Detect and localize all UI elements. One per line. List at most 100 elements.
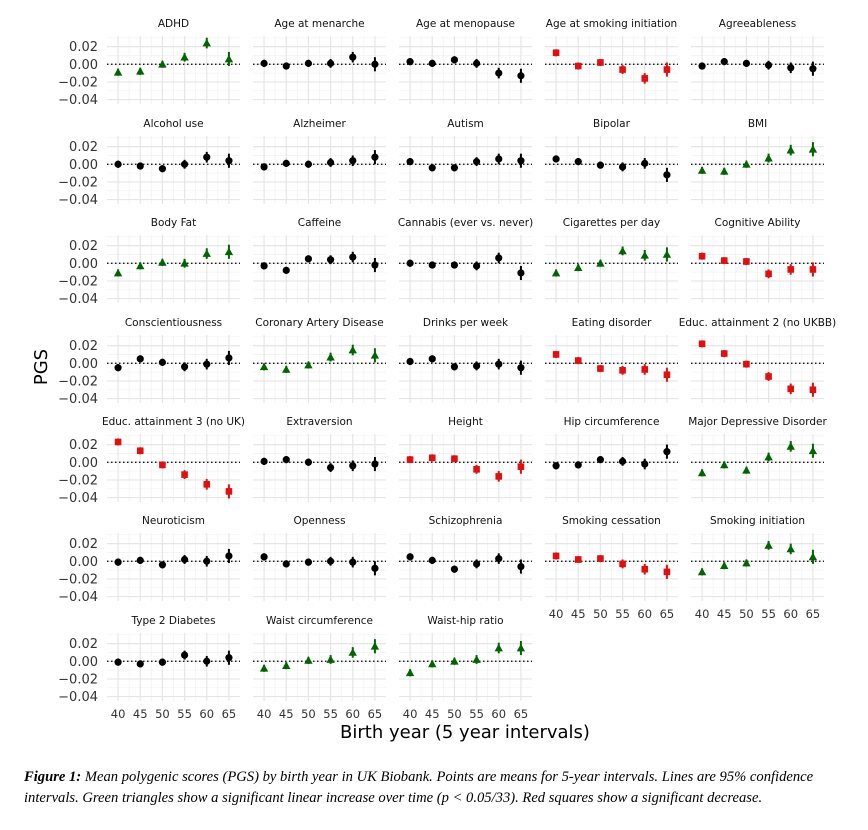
panel-title: Neuroticism — [142, 515, 205, 527]
point-circle — [472, 262, 481, 270]
x-tick-label: 45 — [133, 707, 148, 721]
point-triangle — [259, 362, 269, 371]
point-circle — [203, 360, 211, 368]
panel: Educ. attainment 2 (no UKBB) — [679, 317, 836, 403]
panel: Conscientiousness 0.02 0.00 −0.02 −0.04 — [58, 317, 240, 407]
panel-title: Drinks per week — [423, 317, 509, 329]
panel: Age at menarche — [253, 18, 386, 104]
panel-title: ADHD — [158, 18, 189, 30]
point-circle — [371, 153, 379, 161]
point-circle — [450, 363, 459, 371]
panel-title: Body Fat — [151, 217, 196, 229]
point-circle — [428, 59, 436, 67]
point-triangle — [764, 153, 773, 162]
panel-title: Major Depressive Disorder — [688, 416, 827, 428]
point-circle — [371, 261, 379, 269]
point-triangle — [224, 247, 234, 256]
point-circle — [698, 62, 706, 70]
panel-title: Schizophrenia — [429, 515, 503, 527]
point-circle — [517, 157, 525, 165]
point-triangle — [180, 259, 189, 267]
point-square — [451, 455, 458, 463]
point-circle — [282, 456, 290, 464]
point-square — [495, 473, 503, 480]
point-square — [619, 66, 626, 73]
point-triangle — [259, 664, 269, 672]
panel: Cigarettes per day — [545, 217, 678, 303]
point-circle — [225, 354, 233, 362]
point-circle — [371, 460, 379, 468]
point-triangle — [640, 251, 649, 259]
point-triangle — [786, 442, 795, 450]
point-square — [787, 266, 795, 273]
point-circle — [114, 558, 122, 566]
point-circle — [472, 560, 481, 568]
point-triangle — [224, 54, 234, 63]
y-tick-label: 0.02 — [69, 239, 98, 254]
panel-title: Coronary Artery Disease — [255, 317, 383, 329]
panel: Educ. attainment 3 (no UK) 0.02 0.00 −0.02 −… — [58, 416, 245, 506]
y-tick-label: −0.02 — [58, 274, 98, 289]
point-circle — [114, 364, 122, 372]
panel: Alzheimer — [253, 118, 386, 204]
point-circle — [495, 254, 503, 262]
panel: Smoking cessation 40 45 50 55 60 65 — [545, 515, 678, 621]
point-triangle — [697, 468, 707, 477]
point-circle — [809, 65, 817, 73]
y-tick-label: 0.00 — [69, 555, 98, 570]
point-circle — [349, 53, 357, 61]
point-circle — [225, 157, 233, 165]
y-axis-title: PGS — [31, 349, 52, 385]
point-square — [574, 556, 582, 563]
point-circle — [618, 163, 627, 171]
x-tick-label: 45 — [425, 707, 440, 721]
panel: Alcohol use 0.02 0.00 −0.02 −0.04 — [58, 118, 240, 208]
point-circle — [136, 162, 144, 170]
y-tick-label: −0.02 — [58, 175, 98, 190]
point-circle — [428, 261, 436, 269]
point-circle — [225, 654, 233, 662]
panel: Cannabis (ever vs. never) — [398, 217, 533, 303]
point-circle — [158, 561, 167, 569]
point-square — [765, 373, 772, 380]
panel-title: Waist-hip ratio — [427, 615, 503, 627]
y-tick-label: −0.04 — [58, 392, 98, 407]
point-triangle — [808, 446, 818, 455]
point-circle — [260, 59, 268, 67]
point-circle — [641, 159, 649, 167]
y-tick-label: −0.02 — [58, 473, 98, 488]
point-square — [552, 351, 560, 358]
panel: Schizophrenia — [399, 515, 532, 601]
y-tick-label: −0.04 — [58, 690, 98, 705]
point-circle — [495, 155, 503, 163]
point-square — [619, 560, 626, 568]
point-circle — [260, 163, 268, 171]
point-circle — [663, 448, 671, 456]
panel: Drinks per week — [399, 317, 532, 403]
point-triangle — [326, 655, 335, 663]
point-circle — [282, 266, 290, 274]
x-tick-label: 45 — [279, 707, 294, 721]
panel-title: Waist circumference — [266, 615, 373, 627]
panel: Major Depressive Disorder — [688, 416, 827, 502]
panel: Waist circumference 40 45 50 55 60 65 — [253, 615, 386, 721]
y-tick-label: −0.04 — [58, 292, 98, 307]
panel-title: Cannabis (ever vs. never) — [398, 217, 533, 229]
point-triangle — [786, 544, 795, 553]
x-axis-title: Birth year (5 year intervals) — [340, 722, 590, 743]
point-circle — [641, 460, 649, 468]
point-triangle — [326, 352, 335, 361]
point-square — [641, 366, 649, 373]
x-tick-label: 60 — [491, 707, 506, 721]
point-circle — [472, 362, 481, 370]
point-square — [406, 456, 414, 463]
point-circle — [136, 556, 144, 564]
point-square — [663, 66, 671, 73]
point-circle — [371, 60, 379, 68]
point-circle — [180, 651, 189, 659]
point-triangle — [720, 460, 729, 469]
point-circle — [326, 158, 335, 167]
x-tick-label: 50 — [301, 707, 316, 721]
point-triangle — [697, 166, 707, 174]
panel: Extraversion — [253, 416, 386, 502]
